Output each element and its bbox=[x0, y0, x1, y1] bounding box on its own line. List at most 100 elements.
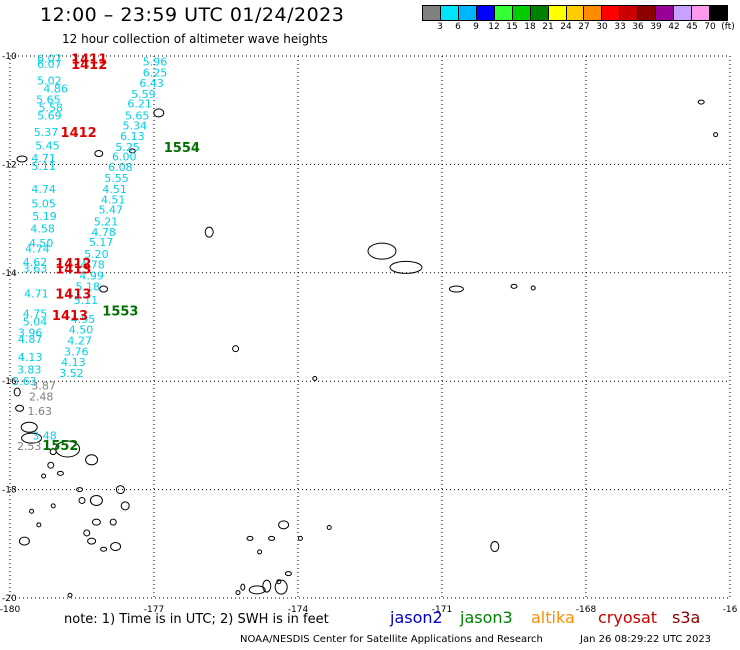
island-outline bbox=[49, 448, 57, 456]
island-outline bbox=[257, 549, 263, 555]
colorbar-swatch bbox=[565, 5, 584, 21]
wave-height-label: 3.48 bbox=[32, 429, 57, 442]
wave-height-label: 5.25 bbox=[115, 141, 140, 154]
y-tick-label: -12 bbox=[2, 160, 17, 170]
pass-number-label: 1411 bbox=[71, 53, 107, 68]
x-tick-label: -174 bbox=[288, 605, 309, 615]
island-outline bbox=[110, 542, 122, 552]
y-tick-label: -14 bbox=[2, 269, 17, 279]
x-tick-label: -180 bbox=[0, 605, 20, 615]
colorbar-swatch bbox=[673, 5, 692, 21]
wave-height-label: 5.96 bbox=[143, 55, 168, 68]
wave-height-label: 3.83 bbox=[17, 363, 42, 376]
island-outline bbox=[18, 536, 30, 546]
satellite-legend-item: s3a bbox=[672, 608, 701, 627]
wave-height-label: 6.08 bbox=[108, 161, 133, 174]
colorbar-swatch bbox=[475, 5, 494, 21]
island-outline bbox=[21, 432, 43, 444]
satellite-legend-item: cryosat bbox=[598, 608, 658, 627]
wave-height-label: 5.19 bbox=[32, 210, 57, 223]
wave-height-label: 5.04 bbox=[23, 316, 48, 329]
colorbar-label: 18 bbox=[524, 22, 536, 32]
wave-height-label: 5.65 bbox=[125, 110, 150, 123]
colorbar-swatch bbox=[709, 5, 728, 21]
wave-height-label: 5.58 bbox=[39, 101, 64, 114]
colorbar-swatch bbox=[457, 5, 476, 21]
wave-height-label: 5.20 bbox=[84, 248, 109, 261]
island-outline bbox=[41, 473, 47, 479]
wave-height-label: 3.96 bbox=[18, 326, 43, 339]
y-tick-label: -20 bbox=[2, 594, 17, 604]
wave-height-label: 5.65 bbox=[36, 93, 61, 106]
island-outline bbox=[83, 529, 91, 537]
colorbar-label: 45 bbox=[686, 22, 698, 32]
island-outline bbox=[36, 522, 42, 528]
pass-number-label: 1554 bbox=[164, 141, 200, 156]
wave-height-label: 2.48 bbox=[29, 390, 54, 403]
axis-ticks: -180 -177 -174 -171 -168 -16 -10 -12 -14 -16 -18 -2… bbox=[0, 52, 738, 615]
wave-height-label: 6.07 bbox=[37, 58, 62, 71]
island-outline bbox=[240, 583, 246, 591]
colorbar-swatch bbox=[691, 5, 709, 21]
island-outline bbox=[76, 487, 84, 493]
wave-height-label: 6.13 bbox=[120, 130, 145, 143]
wave-height-label: 5.21 bbox=[94, 215, 119, 228]
colorbar-label: 6 bbox=[455, 22, 461, 32]
island-outline bbox=[246, 535, 254, 541]
island-outline bbox=[389, 260, 423, 274]
colorbar-label: 9 bbox=[473, 22, 479, 32]
wave-height-label: 6.07 bbox=[37, 53, 62, 66]
wave-height-label: 5.02 bbox=[37, 74, 62, 87]
wave-height-label: 4.78 bbox=[91, 226, 116, 239]
island-outline bbox=[284, 571, 292, 577]
wave-height-label: 4.71 bbox=[24, 287, 49, 300]
island-outline bbox=[448, 285, 464, 293]
island-outline bbox=[56, 470, 64, 476]
island-outline bbox=[248, 585, 266, 595]
wave-height-label: 6.43 bbox=[139, 77, 164, 90]
island-outline bbox=[55, 440, 81, 458]
y-tick-label: -10 bbox=[2, 52, 17, 62]
island-outline bbox=[278, 520, 290, 530]
footer-note: note: 1) Time is in UTC; 2) SWH is in fe… bbox=[64, 612, 329, 627]
island-outline bbox=[100, 546, 108, 552]
wave-height-label: 5.45 bbox=[35, 139, 60, 152]
island-outline bbox=[235, 590, 241, 596]
island-outline bbox=[115, 485, 125, 495]
island-outline bbox=[510, 283, 518, 289]
island-outline bbox=[297, 535, 303, 541]
wave-height-label: 4.99 bbox=[79, 270, 104, 283]
wave-height-label: 5.17 bbox=[89, 236, 114, 249]
island-outline bbox=[20, 421, 38, 433]
island-outline bbox=[713, 132, 719, 138]
pass-number-label: 1412 bbox=[71, 58, 107, 73]
island-outline bbox=[367, 242, 397, 260]
colorbar-label: 3 bbox=[437, 22, 443, 32]
wave-height-label: 4.50 bbox=[69, 324, 94, 337]
wave-height-label: 4.75 bbox=[23, 307, 48, 320]
island-outline bbox=[89, 494, 103, 506]
page-subtitle: 12 hour collection of altimeter wave hei… bbox=[62, 32, 328, 46]
colorbar-swatch bbox=[619, 5, 638, 21]
wave-height-label: 3.52 bbox=[59, 367, 84, 380]
x-tick-label: -168 bbox=[576, 605, 597, 615]
island-outline bbox=[530, 285, 536, 291]
wave-height-label: 5.11 bbox=[74, 294, 99, 307]
wave-height-label: 3.76 bbox=[64, 345, 89, 358]
wave-height-label: 4.74 bbox=[25, 242, 50, 255]
wave-height-label: 4.71 bbox=[31, 152, 56, 165]
wave-height-label: 5.34 bbox=[123, 119, 148, 132]
island-outline bbox=[85, 454, 99, 466]
pass-number-label: 1413 bbox=[55, 287, 91, 302]
island-outline bbox=[697, 99, 705, 105]
colorbar-swatch bbox=[583, 5, 602, 21]
island-outline bbox=[15, 404, 25, 412]
wave-height-label: 4.51 bbox=[101, 194, 126, 207]
colorbar-label: 12 bbox=[488, 22, 500, 32]
wave-height-label: 4.86 bbox=[43, 83, 68, 96]
colorbar-label: 24 bbox=[560, 22, 572, 32]
x-tick-label: -171 bbox=[432, 605, 452, 615]
wave-height-label: 4.27 bbox=[67, 335, 92, 348]
pass-number-label: 1413 bbox=[55, 262, 91, 277]
